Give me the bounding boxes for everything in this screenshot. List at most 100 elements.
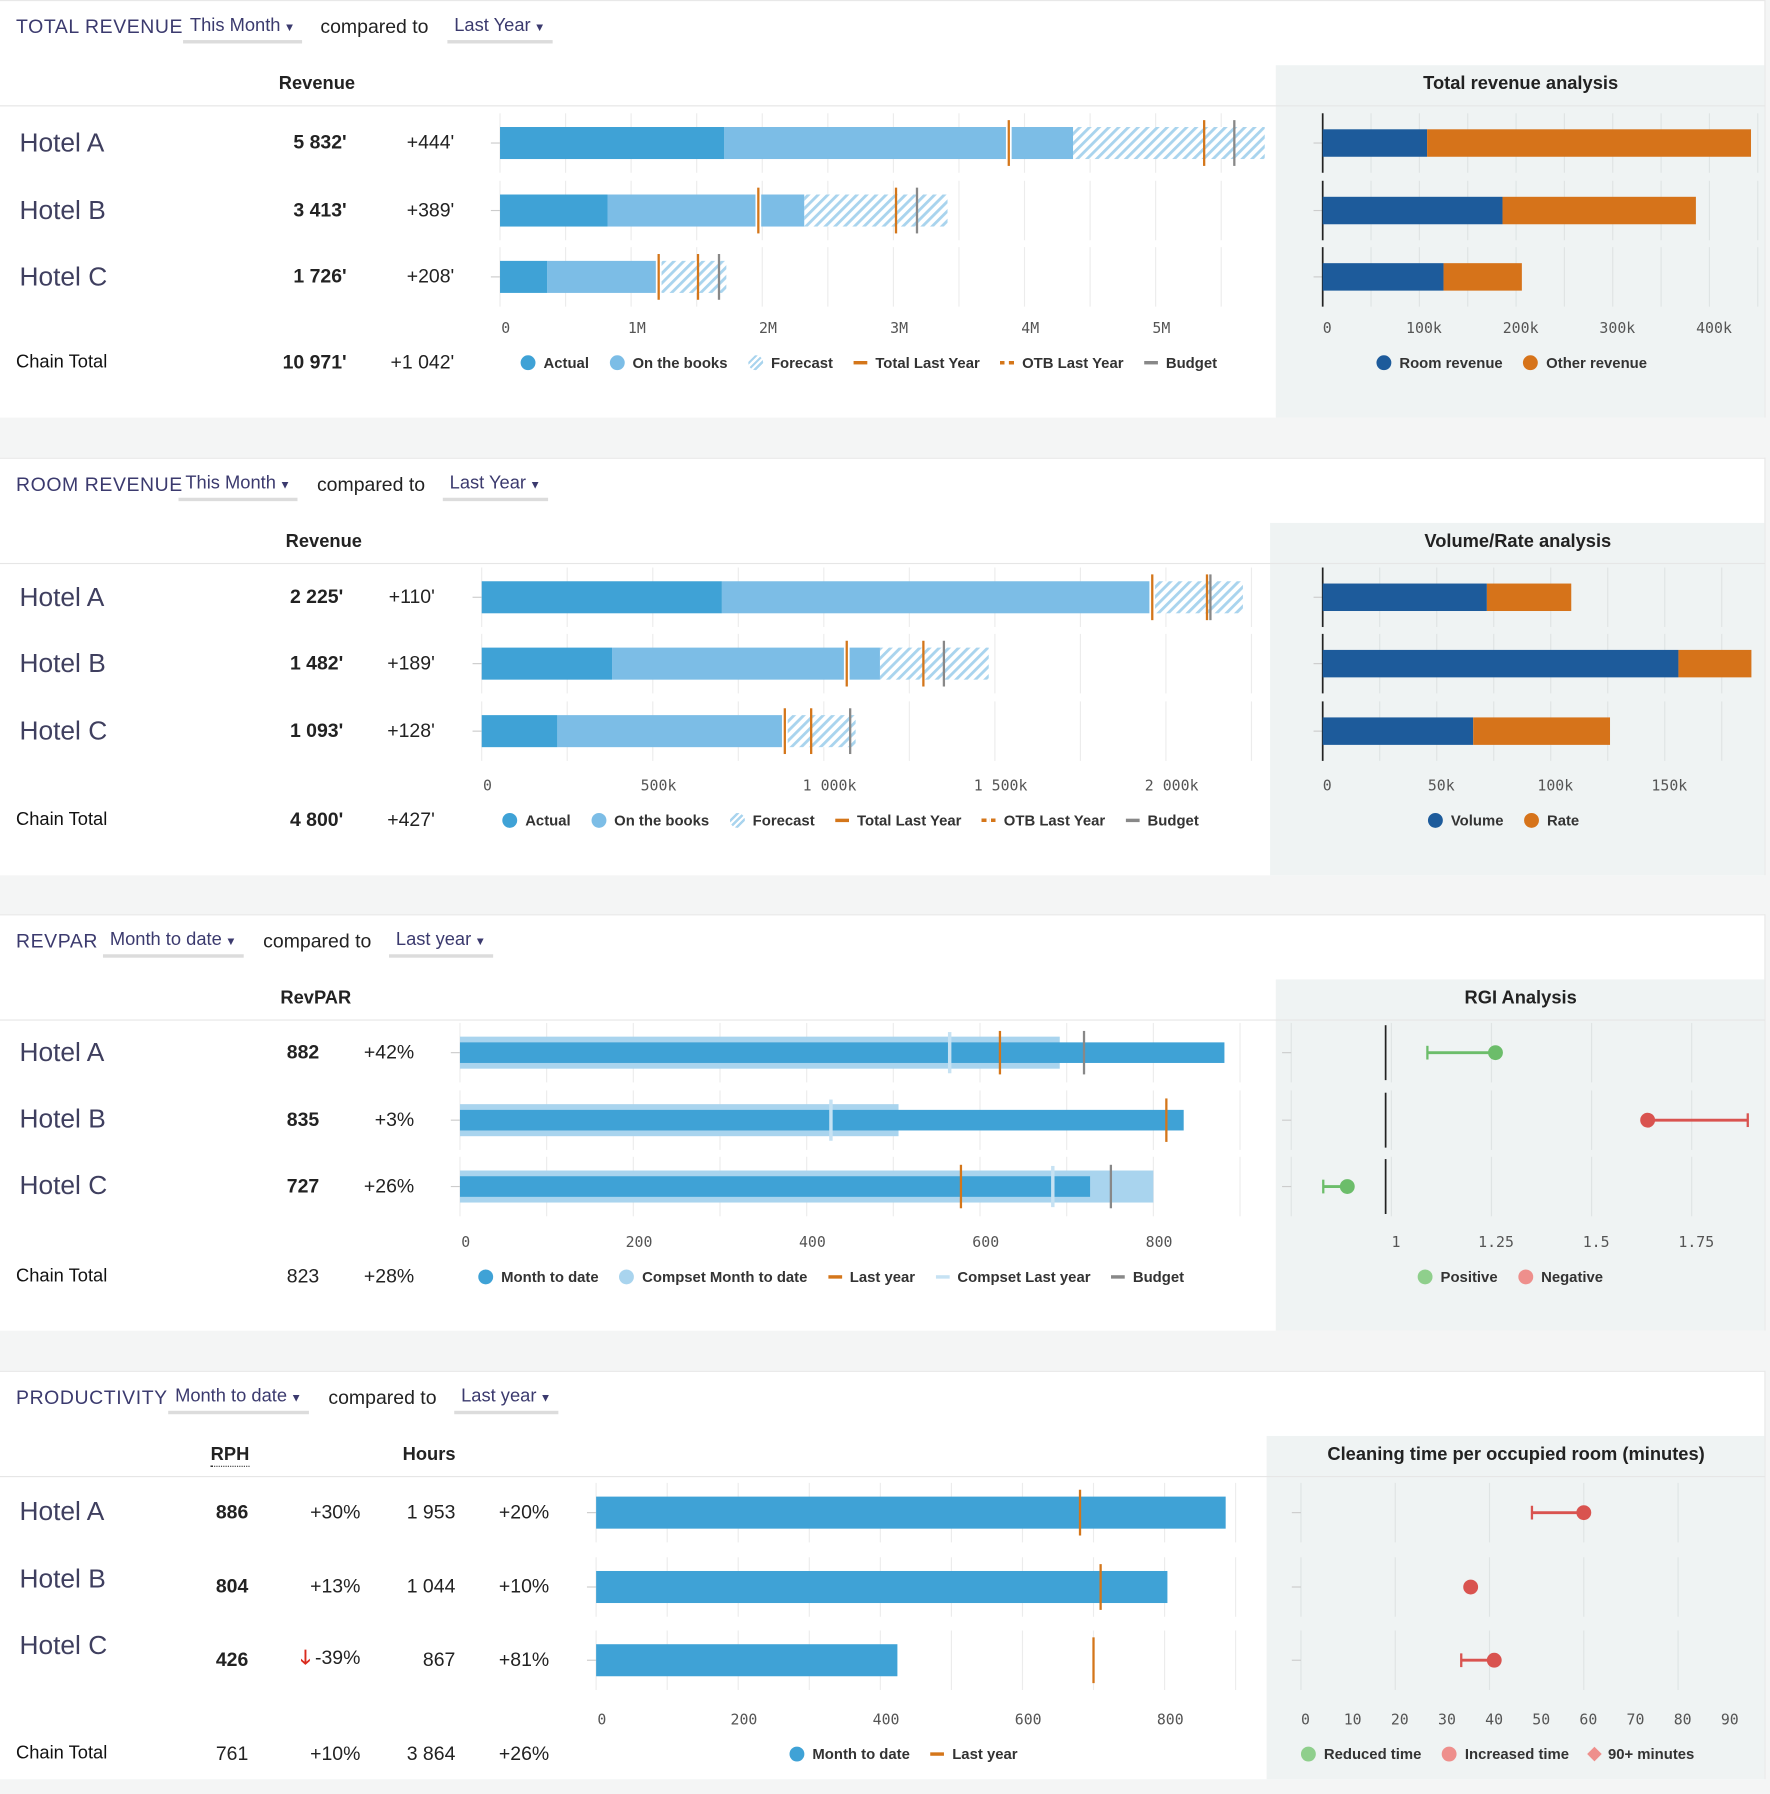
legend-label: OTB Last Year bbox=[1003, 811, 1106, 829]
period-dropdown[interactable]: This Month ▼ bbox=[183, 16, 303, 44]
compare-period-dropdown[interactable]: Last Year ▼ bbox=[447, 16, 553, 44]
hotel-name[interactable]: Hotel A bbox=[19, 581, 105, 612]
value-text: +81% bbox=[498, 1648, 550, 1671]
axis-tick-label: 2 000k bbox=[1144, 778, 1199, 796]
row-value: +3% bbox=[375, 1109, 414, 1132]
axis-tick-label: 600 bbox=[1014, 1711, 1042, 1729]
compare-period-dropdown[interactable]: Last year ▼ bbox=[389, 930, 493, 958]
hotel-name[interactable]: Hotel B bbox=[19, 1103, 106, 1134]
analysis-tick-label: 30 bbox=[1437, 1711, 1456, 1729]
value-text: +444' bbox=[406, 131, 455, 154]
hotel-name[interactable]: Hotel B bbox=[19, 195, 106, 225]
hotel-name[interactable]: Hotel B bbox=[19, 1563, 106, 1594]
period-dropdown[interactable]: Month to date ▼ bbox=[168, 1387, 309, 1415]
legend-swatch-dash bbox=[1111, 1275, 1125, 1279]
period-dropdown[interactable]: This Month ▼ bbox=[178, 473, 298, 502]
legend-label: Rate bbox=[1546, 811, 1580, 829]
legend-label: Last year bbox=[952, 1745, 1018, 1763]
legend-swatch-diamond bbox=[1587, 1746, 1603, 1762]
value-dot bbox=[1576, 1505, 1592, 1521]
legend-item: Last year bbox=[828, 1268, 915, 1286]
legend-swatch-dash bbox=[1144, 360, 1158, 365]
hotel-name[interactable]: Hotel A bbox=[19, 1037, 105, 1067]
chain-total-label: Chain Total bbox=[16, 1266, 108, 1287]
compare-period-value: Last Year bbox=[454, 16, 531, 36]
analysis-tick-label: 300k bbox=[1599, 320, 1636, 338]
period-value: This Month bbox=[185, 473, 276, 494]
legend-item: 90+ minutes bbox=[1587, 1745, 1694, 1763]
compare-period-dropdown[interactable]: Last Year ▼ bbox=[442, 474, 548, 502]
column-header[interactable]: RPH bbox=[210, 1445, 250, 1467]
legend-item: Room revenue bbox=[1376, 354, 1503, 371]
value-text: +42% bbox=[363, 1041, 415, 1063]
legend-item: Compset Last year bbox=[935, 1268, 1091, 1286]
actual-bar bbox=[481, 647, 613, 680]
analysis-tick-label: 1 bbox=[1391, 1234, 1401, 1252]
secondary-bar bbox=[1427, 129, 1752, 157]
row-value: 882 bbox=[287, 1041, 319, 1064]
value-text: +26% bbox=[363, 1175, 415, 1197]
header-divider bbox=[0, 562, 1766, 565]
actual-bar bbox=[481, 715, 558, 748]
compare-period-value: Last year bbox=[461, 1386, 537, 1407]
column-header: Revenue bbox=[285, 532, 362, 552]
section-title: PRODUCTIVITY bbox=[16, 1386, 168, 1409]
chain-total-label: Chain Total bbox=[16, 810, 108, 830]
legend-item: OTB Last Year bbox=[1000, 354, 1124, 371]
period-dropdown[interactable]: Month to date ▼ bbox=[102, 930, 244, 958]
primary-bar bbox=[1322, 583, 1487, 612]
legend: Month to date Compset Month to date Last y… bbox=[478, 1268, 1184, 1286]
header-divider bbox=[0, 105, 1766, 107]
hotel-name[interactable]: Hotel A bbox=[19, 127, 105, 158]
legend-label: Increased time bbox=[1464, 1745, 1570, 1763]
analysis-tick-label: 40 bbox=[1485, 1711, 1504, 1729]
legend-swatch-dot bbox=[478, 1269, 494, 1285]
hotel-name[interactable]: Hotel C bbox=[19, 261, 108, 292]
chain-total-label: Chain Total bbox=[16, 1743, 108, 1764]
axis-tick-label: 400 bbox=[798, 1234, 826, 1252]
month-to-date-bar bbox=[596, 1496, 1226, 1529]
value-dot bbox=[1488, 1045, 1503, 1061]
axis-tick-label: 800 bbox=[1156, 1711, 1184, 1729]
axis-tick-label: 1 000k bbox=[802, 778, 857, 796]
analysis-tick-label: 20 bbox=[1390, 1711, 1409, 1729]
down-arrow-icon: 🡓 bbox=[300, 1647, 311, 1670]
legend-item: Budget bbox=[1111, 1268, 1184, 1286]
analysis-panel bbox=[1270, 522, 1765, 876]
axis-tick-label: 1M bbox=[627, 320, 646, 338]
analysis-tick-label: 0 bbox=[1322, 320, 1332, 338]
row-value: 867 bbox=[423, 1649, 455, 1672]
compare-period-dropdown[interactable]: Last year ▼ bbox=[454, 1386, 559, 1415]
analysis-tick-label: 150k bbox=[1651, 778, 1688, 796]
row-value: 🡓 -39% bbox=[300, 1644, 360, 1677]
legend-swatch-dash bbox=[835, 818, 849, 823]
hotel-name[interactable]: Hotel C bbox=[19, 1629, 108, 1660]
legend-item: Total Last Year bbox=[853, 354, 980, 371]
hotel-name[interactable]: Hotel C bbox=[19, 715, 108, 746]
analysis-title: Total revenue analysis bbox=[1423, 74, 1619, 94]
caret-down-icon: ▼ bbox=[539, 1392, 552, 1406]
legend-label: Budget bbox=[1165, 354, 1218, 372]
hotel-name[interactable]: Hotel B bbox=[19, 648, 106, 678]
section-title: REVPAR bbox=[16, 930, 99, 952]
hotel-name[interactable]: Hotel A bbox=[19, 1496, 105, 1526]
value-text: +13% bbox=[310, 1575, 361, 1598]
row-value: +208' bbox=[407, 265, 455, 288]
hotel-name[interactable]: Hotel C bbox=[19, 1169, 108, 1200]
row-value: +444' bbox=[407, 132, 455, 155]
analysis-tick-label: 50 bbox=[1532, 1711, 1551, 1729]
legend-item: Forecast bbox=[748, 354, 833, 371]
analysis-legend: Room revenue Other revenue bbox=[1376, 354, 1647, 371]
section-title: ROOM REVENUE bbox=[16, 473, 183, 496]
analysis-legend: Reduced time Increased time 90+ minutes bbox=[1300, 1745, 1694, 1763]
chain-total-value: 4 800' bbox=[289, 808, 344, 831]
caret-down-icon: ▼ bbox=[474, 935, 486, 949]
chain-total-value: 3 864 bbox=[406, 1742, 456, 1765]
row-value: +128' bbox=[387, 720, 435, 743]
axis-tick-label: 0 bbox=[482, 778, 492, 796]
legend-swatch-dot bbox=[1417, 1269, 1433, 1285]
analysis-panel bbox=[1266, 1435, 1765, 1780]
legend-swatch-dot bbox=[1427, 812, 1443, 828]
secondary-bar bbox=[1678, 649, 1752, 678]
